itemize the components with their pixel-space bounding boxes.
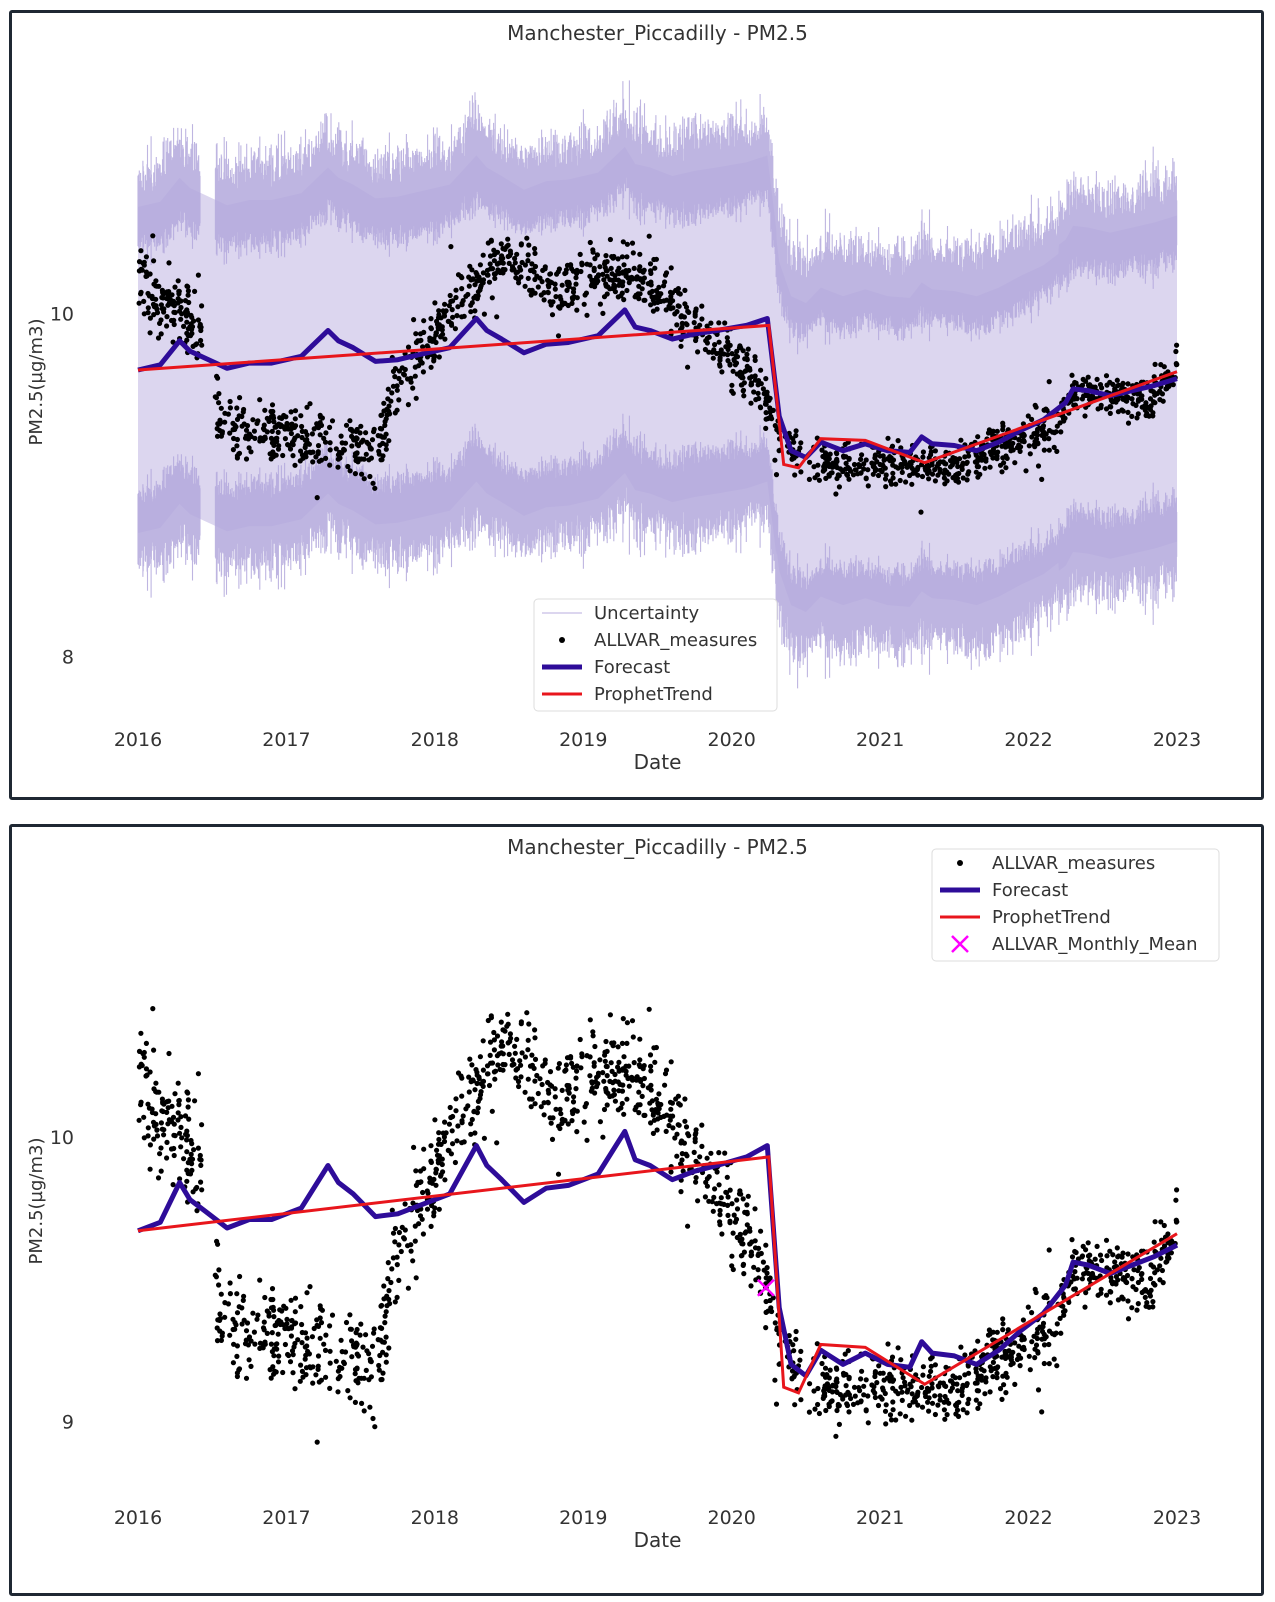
measures-scatter [136,1005,1180,1445]
legend-monthly-mean-swatch [951,935,969,953]
x-tick-label: 2016 [114,729,162,751]
x-tick-label: 2020 [708,729,756,751]
forecast-line [137,1128,1179,1379]
y-tick-label: 9 [62,1411,74,1433]
y-tick-label: 8 [62,647,74,669]
chart-top-svg: Manchester_Piccadilly - PM2.5 2016 2017 201… [26,21,1201,774]
measures-points [136,233,1180,515]
x-axis-label: Date [634,1528,682,1552]
chart-panel-bottom: Manchester_Piccadilly - PM2.5 2016 2017 201… [9,824,1264,1596]
uncertainty-band [137,80,1178,689]
x-axis-label: Date [634,750,682,774]
chart-panel-top: Manchester_Piccadilly - PM2.5 2016 2017 201… [9,10,1264,800]
legend-label: Uncertainty [594,603,700,624]
x-tick-label: 2023 [1153,1507,1201,1529]
x-tick-label: 2019 [559,1507,607,1529]
x-tick-label: 2018 [411,1507,459,1529]
x-tick-label: 2019 [559,729,607,751]
legend-label: ProphetTrend [992,907,1111,928]
legend-label: ALLVAR_measures [992,853,1155,874]
trend-line [137,1155,1178,1395]
legend-box [931,848,1220,962]
measures-scatter [136,233,1180,515]
x-tick-label: 2018 [411,729,459,751]
chart-bottom-svg: Manchester_Piccadilly - PM2.5 2016 2017 201… [26,835,1220,1552]
x-tick-label: 2017 [262,729,310,751]
legend: ALLVAR_measures Forecast ProphetTrend ALLVA… [931,848,1220,962]
trend-line [137,323,1178,470]
legend-label: Forecast [594,657,670,678]
x-tick-label: 2023 [1153,729,1201,751]
y-tick-label: 10 [50,1127,74,1149]
y-axis-label: PM2.5(µg/m3) [26,1138,47,1265]
legend-label: ALLVAR_measures [594,630,757,651]
legend-measures-swatch [559,637,565,643]
chart-title: Manchester_Piccadilly - PM2.5 [507,21,808,45]
y-tick-label: 10 [50,303,74,325]
legend-label: Forecast [992,880,1068,901]
legend-label: ProphetTrend [594,684,713,705]
x-tick-label: 2022 [1004,729,1052,751]
x-tick-label: 2022 [1004,1507,1052,1529]
legend-measures-swatch [957,860,963,866]
uncertainty-edges [137,80,1178,689]
x-tick-label: 2021 [856,1507,904,1529]
legend: Uncertainty ALLVAR_measures Forecast Prophe… [533,598,778,712]
x-tick-label: 2017 [262,1507,310,1529]
legend-label: ALLVAR_Monthly_Mean [992,934,1198,955]
x-tick-label: 2021 [856,729,904,751]
chart-title: Manchester_Piccadilly - PM2.5 [507,835,808,859]
measures-points [136,1005,1180,1445]
forecast-line [137,307,1178,460]
monthly-mean-marker [756,1278,775,1297]
x-tick-label: 2016 [114,1507,162,1529]
legend-box [533,598,778,712]
y-axis-label: PM2.5(µg/m3) [26,319,47,446]
x-tick-label: 2020 [708,1507,756,1529]
